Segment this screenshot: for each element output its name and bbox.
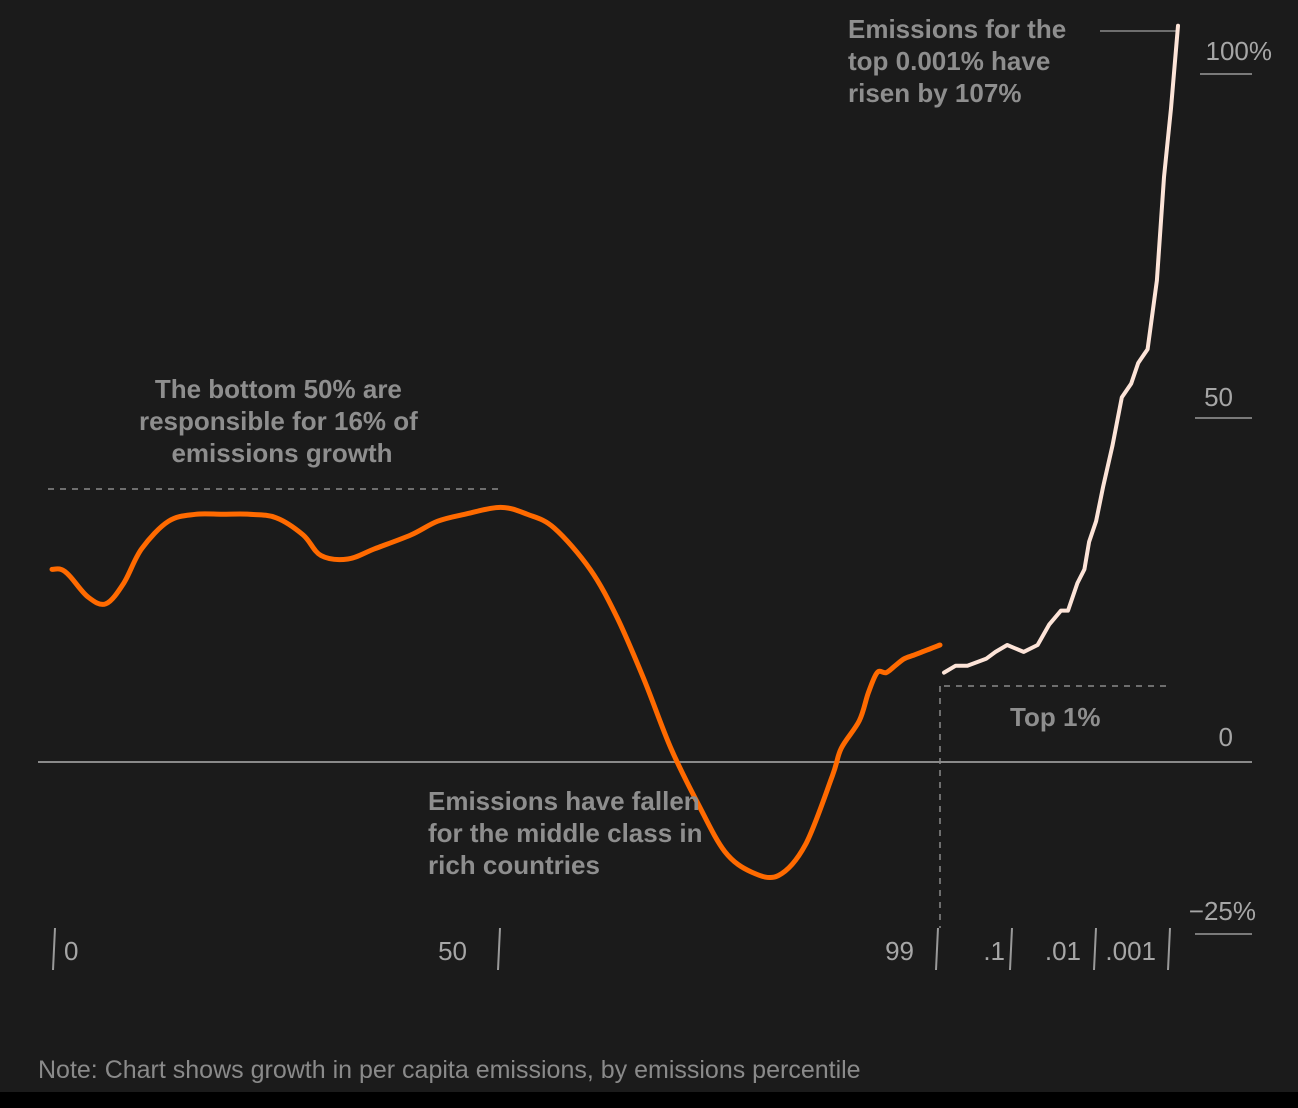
xtick-mark-99	[935, 927, 939, 971]
xtick-mark-p01	[1093, 927, 1097, 971]
annotation-bottom-50: The bottom 50% are responsible for 16% o…	[139, 374, 425, 468]
series-line-top-1	[942, 23, 1180, 675]
ytick-label-neg25: −25%	[1189, 896, 1256, 926]
ytick-label-50: 50	[1204, 382, 1233, 412]
xtick-label-0: 0	[64, 936, 78, 966]
xtick-mark-50	[497, 927, 501, 971]
x-axis: 0 50 99 .1 .01 .001	[52, 927, 1171, 971]
chart-note: Note: Chart shows growth in per capita e…	[38, 1056, 861, 1084]
xtick-mark-p1	[1009, 927, 1013, 971]
ytick-label-100: 100%	[1206, 36, 1273, 66]
ytick-label-0: 0	[1219, 722, 1233, 752]
xtick-label-50: 50	[438, 936, 467, 966]
xtick-label-p001: .001	[1105, 936, 1156, 966]
xtick-label-p1: .1	[983, 936, 1005, 966]
series-line-bottom-99	[49, 504, 943, 881]
xtick-mark-p001	[1167, 927, 1171, 971]
xtick-label-p01: .01	[1045, 936, 1081, 966]
annotation-top-1: Top 1%	[1010, 702, 1101, 732]
xtick-mark-0	[52, 927, 56, 971]
bottom-bar	[0, 1092, 1298, 1108]
xtick-label-99: 99	[885, 936, 914, 966]
annotation-middle-class: Emissions have fallen for the middle cla…	[428, 786, 710, 880]
annotation-top-0001: Emissions for the top 0.001% have risen …	[848, 14, 1073, 108]
